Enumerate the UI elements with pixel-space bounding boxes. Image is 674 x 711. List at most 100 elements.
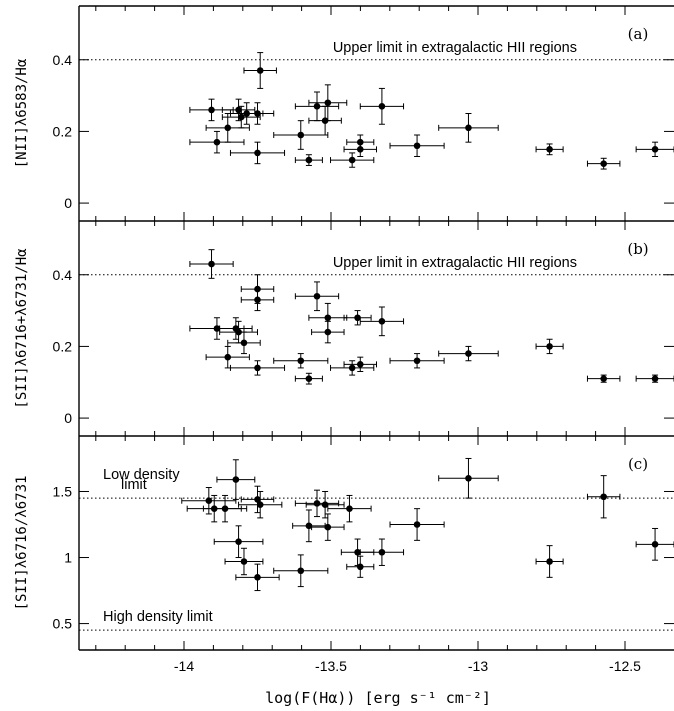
data-point-group [202,494,248,523]
data-point-group [586,157,621,170]
data-point [465,350,472,357]
data-point [313,103,321,110]
data-point-group [189,317,245,340]
data-point-group [221,105,261,129]
reference-line-label: Low density [103,467,180,483]
data-point [546,558,553,565]
data-point-group [635,141,674,157]
data-point [313,500,321,507]
data-point-group [240,288,275,312]
data-point [305,375,313,382]
data-point [324,314,332,322]
data-point [297,131,305,139]
data-point [356,361,364,368]
y-axis-label: [SII]λ6716/λ6731 [14,476,30,611]
data-point [313,292,321,300]
data-point [413,357,421,365]
data-point-group [240,102,275,125]
data-point-group [189,249,234,279]
data-point [546,146,553,153]
data-point [254,496,261,503]
data-point [232,476,240,483]
x-tick-label: -13 [468,658,488,674]
y-tick-label: 0.2 [53,123,73,139]
data-point-group [438,113,499,143]
data-point [413,142,421,150]
data-point-group [389,134,445,157]
data-point [324,328,332,336]
reference-line-label: Upper limit in extragalactic HII regions [333,40,577,56]
data-point-group [346,555,375,578]
data-point [208,106,215,114]
y-tick-label: 0 [64,410,72,426]
data-point [356,563,364,571]
data-point [346,505,353,512]
data-point [600,375,607,382]
data-point-group [343,356,377,372]
data-point [651,375,659,382]
data-point [254,296,261,304]
data-point-group [635,527,674,561]
data-point-group [535,338,564,355]
data-point [354,314,361,322]
data-point [651,146,659,153]
data-point [378,103,386,110]
data-point [651,541,659,548]
data-point-group [227,331,261,355]
data-point [324,523,332,531]
data-point [321,117,329,124]
data-point [237,113,245,121]
panel-label: (c) [628,455,648,473]
data-point [235,106,242,114]
y-tick-label: 0.4 [53,52,73,68]
data-point-group [305,490,345,519]
data-point-group [238,490,283,519]
data-point [224,124,232,132]
data-point [324,99,332,107]
data-point [235,538,242,545]
data-point [213,325,221,332]
data-point-group [224,547,264,576]
data-point [205,497,213,505]
data-point [254,110,261,117]
y-tick-label: 0.5 [53,616,73,632]
data-point-group [243,52,277,89]
data-point [256,501,264,508]
data-point-group [389,508,445,541]
y-axis-label: [NII]λ6583/Hα [14,58,30,168]
data-point [356,146,364,153]
data-point [348,364,356,372]
data-point-group [586,475,621,519]
y-tick-label: 0 [64,195,72,211]
y-tick-label: 0.2 [53,338,73,354]
data-point [465,474,472,482]
y-tick-label: 0.4 [53,267,73,283]
data-point [413,521,421,528]
reference-line-label: Upper limit in extragalactic HII regions [333,255,577,271]
data-point [321,501,329,508]
data-point-group [219,320,258,344]
data-point [546,343,553,350]
y-tick-label: 1.5 [53,483,73,499]
data-point-group [229,141,286,165]
data-point [305,156,313,164]
data-point-group [308,84,348,122]
data-point [213,138,221,146]
data-point-group [359,87,405,125]
data-point-group [273,554,329,588]
data-point-group [389,353,445,369]
data-point-group [359,306,405,337]
data-point [224,353,232,361]
data-point-group [213,525,264,559]
data-point [297,357,305,365]
data-point-group [327,494,372,523]
data-point-group [359,538,405,566]
data-point-group [294,489,340,518]
data-point [208,260,215,268]
data-point-group [635,374,674,383]
data-point [305,522,313,530]
x-axis-label: log(F(Hα)) [erg s⁻¹ cm⁻²] [265,689,491,707]
data-point-group [294,281,340,312]
reference-line-label: High density limit [103,609,213,625]
data-point [378,548,386,556]
